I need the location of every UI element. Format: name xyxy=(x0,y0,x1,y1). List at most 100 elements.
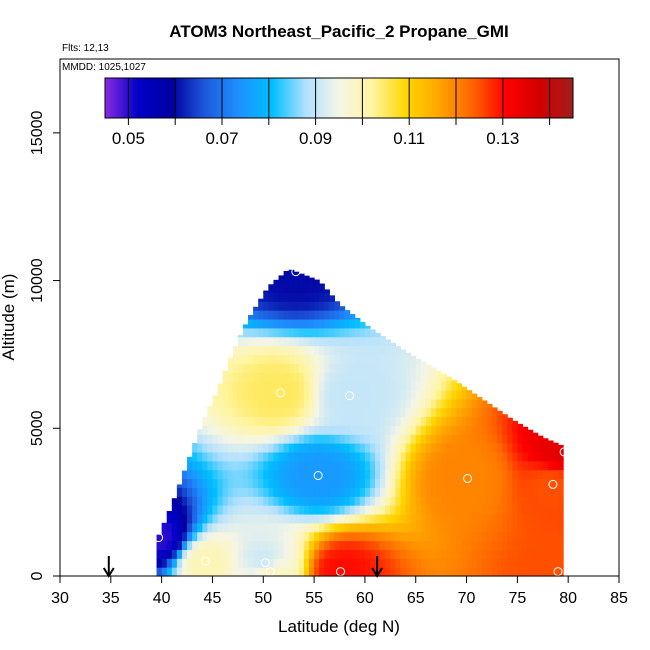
heatmap-cell xyxy=(329,496,336,506)
heatmap-cell xyxy=(288,531,295,542)
heatmap-cell xyxy=(217,540,224,551)
heatmap-cell xyxy=(476,522,483,533)
heatmap-cell xyxy=(171,505,178,515)
heatmap-cell xyxy=(415,469,422,480)
heatmap-cell xyxy=(197,496,203,506)
heatmap-cell xyxy=(369,372,376,382)
heatmap-cell xyxy=(349,460,356,471)
heatmap-cell xyxy=(192,451,198,462)
heatmap-cell xyxy=(354,531,361,542)
heatmap-cell xyxy=(471,407,478,418)
heatmap-cell xyxy=(258,372,264,382)
heatmap-cell xyxy=(263,381,269,391)
heatmap-cell xyxy=(197,469,203,480)
heatmap-cell xyxy=(502,416,508,426)
heatmap-cell xyxy=(436,372,442,382)
heatmap-cell xyxy=(375,407,381,418)
heatmap-cell xyxy=(334,301,341,311)
heatmap-cell xyxy=(364,460,371,471)
heatmap-cell xyxy=(309,372,315,382)
heatmap-cell xyxy=(237,513,244,524)
heatmap-cell xyxy=(197,434,203,444)
heatmap-cell xyxy=(522,469,529,480)
heatmap-cell xyxy=(497,425,503,435)
colorbar-tick-label: 0.13 xyxy=(486,129,519,148)
heatmap-cell xyxy=(415,522,422,533)
heatmap-cell xyxy=(451,478,457,488)
heatmap-cell xyxy=(283,496,290,506)
heatmap-cell xyxy=(207,513,214,524)
heatmap-cell xyxy=(293,398,300,409)
heatmap-cell xyxy=(425,496,432,506)
heatmap-cell xyxy=(415,460,422,471)
heatmap-cell xyxy=(375,460,381,471)
heatmap-cell xyxy=(298,336,305,347)
heatmap-cell xyxy=(552,469,559,480)
heatmap-cell xyxy=(273,460,280,471)
heatmap-cell xyxy=(339,398,346,409)
heatmap-cell xyxy=(324,434,330,444)
heatmap-cell xyxy=(303,425,310,435)
heatmap-cell xyxy=(222,505,229,515)
heatmap-cell xyxy=(375,540,381,551)
heatmap-cell xyxy=(380,478,386,488)
heatmap-cell xyxy=(273,301,280,311)
heatmap-cell xyxy=(344,416,351,426)
heatmap-cell xyxy=(268,540,275,551)
heatmap-cell xyxy=(395,478,402,488)
heatmap-cell xyxy=(248,345,254,356)
heatmap-cell xyxy=(537,549,544,559)
heatmap-cell xyxy=(278,487,285,497)
heatmap-cell xyxy=(273,416,280,426)
heatmap-cell xyxy=(283,301,290,311)
heatmap-cell xyxy=(268,496,275,506)
heatmap-cell xyxy=(364,513,371,524)
heatmap-cell xyxy=(258,354,264,364)
heatmap-cell xyxy=(298,478,305,488)
heatmap-cell xyxy=(552,505,559,515)
heatmap-cell xyxy=(258,389,264,400)
heatmap-cell xyxy=(380,549,386,559)
heatmap-cell xyxy=(481,451,488,462)
heatmap-cell xyxy=(532,505,539,515)
heatmap-cell xyxy=(436,496,442,506)
heatmap-cell xyxy=(400,425,407,435)
heatmap-cell xyxy=(324,513,330,524)
heatmap-cell xyxy=(334,434,341,444)
heatmap-cell xyxy=(324,389,330,400)
heatmap-cell xyxy=(349,469,356,480)
heatmap-cell xyxy=(532,513,539,524)
heatmap-cell xyxy=(248,460,254,471)
heatmap-cell xyxy=(288,336,295,347)
heatmap-cell xyxy=(339,451,346,462)
heatmap-cell xyxy=(253,310,259,320)
heatmap-cell xyxy=(451,522,457,533)
heatmap-cell xyxy=(298,372,305,382)
heatmap-cell xyxy=(532,451,539,462)
heatmap-cell xyxy=(344,363,351,373)
heatmap-cell xyxy=(309,505,315,515)
heatmap-cell xyxy=(176,549,183,559)
heatmap-cell xyxy=(197,487,203,497)
heatmap-cell xyxy=(380,407,386,418)
heatmap-cell xyxy=(329,567,336,577)
heatmap-cell xyxy=(517,549,524,559)
heatmap-cell xyxy=(258,513,264,524)
heatmap-cell xyxy=(415,398,422,409)
heatmap-cell xyxy=(319,487,325,497)
heatmap-cell xyxy=(197,505,203,515)
heatmap-cell xyxy=(334,372,341,382)
heatmap-cell xyxy=(522,567,529,577)
heatmap-cell xyxy=(400,540,407,551)
heatmap-cell xyxy=(375,451,381,462)
heatmap-cell xyxy=(527,558,534,568)
heatmap-cell xyxy=(253,513,259,524)
heatmap-cell xyxy=(192,513,198,524)
heatmap-cell xyxy=(461,386,468,391)
heatmap-cell xyxy=(278,345,285,356)
observation-marker xyxy=(463,474,473,484)
heatmap-cell xyxy=(268,460,275,471)
heatmap-cell xyxy=(288,292,295,302)
heatmap-cell xyxy=(476,558,483,568)
